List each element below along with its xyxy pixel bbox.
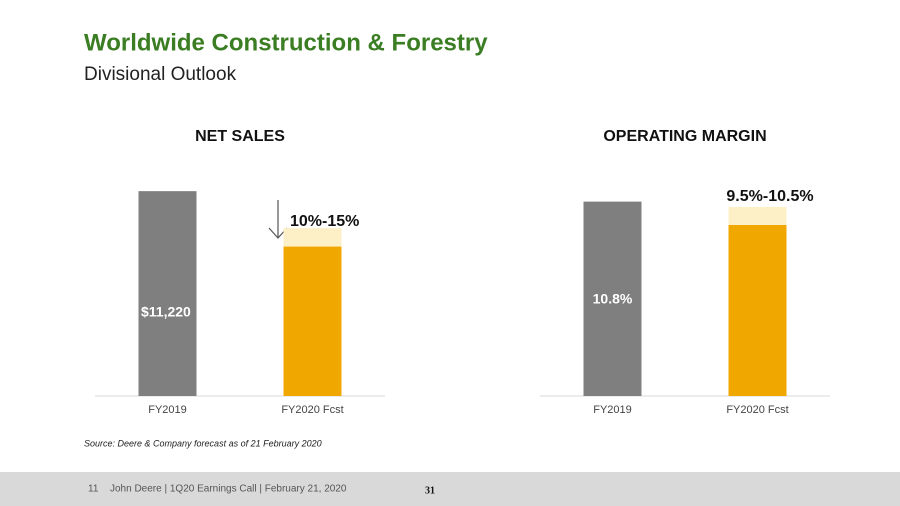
bar bbox=[728, 225, 787, 396]
range-annotation: 10%-15% bbox=[290, 213, 359, 230]
bar bbox=[283, 246, 342, 396]
bar bbox=[583, 201, 642, 396]
range-bar bbox=[283, 228, 342, 247]
x-tick-label: FY2019 bbox=[593, 404, 632, 416]
footer-text: John Deere | 1Q20 Earnings Call | Februa… bbox=[110, 484, 347, 495]
bar bbox=[138, 191, 197, 396]
range-annotation: 9.5%-10.5% bbox=[726, 188, 813, 205]
x-tick-label: FY2019 bbox=[148, 404, 187, 416]
value-label: 10.8% bbox=[593, 291, 633, 307]
x-tick-label: FY2020 Fcst bbox=[281, 404, 343, 416]
source-note: Source: Deere & Company forecast as of 2… bbox=[84, 438, 322, 448]
x-tick-label: FY2020 Fcst bbox=[726, 404, 788, 416]
slide-title: Worldwide Construction & Forestry bbox=[84, 29, 488, 56]
page-number: 11 bbox=[88, 484, 99, 495]
chart-title: OPERATING MARGIN bbox=[603, 128, 766, 145]
value-label: $11,220 bbox=[141, 304, 191, 320]
slide-number: 31 bbox=[425, 485, 435, 496]
range-bar bbox=[728, 207, 787, 225]
slide-subtitle: Divisional Outlook bbox=[84, 64, 237, 85]
chart-title: NET SALES bbox=[195, 128, 285, 145]
footer-band bbox=[0, 472, 900, 506]
